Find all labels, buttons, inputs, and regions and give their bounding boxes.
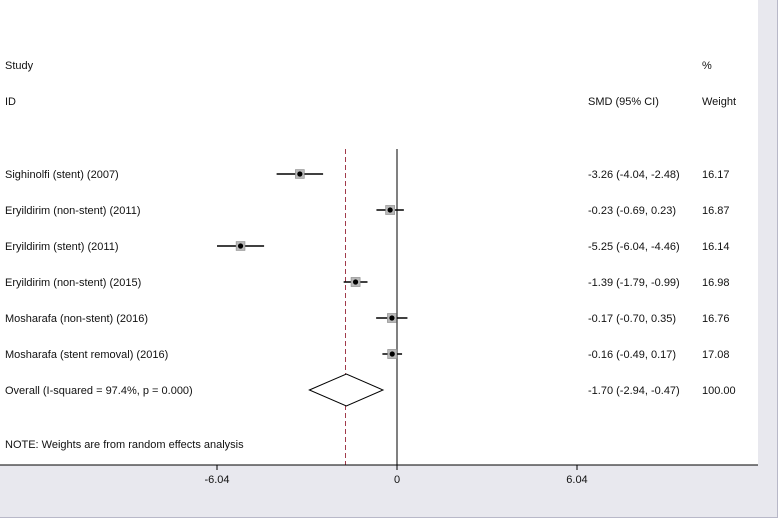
study-weight-text: 17.08 (702, 349, 730, 361)
header-id: ID (5, 96, 16, 108)
study-weight-text: 16.17 (702, 169, 730, 181)
study-ci-text: -0.16 (-0.49, 0.17) (588, 349, 676, 361)
study-point-estimate (237, 243, 244, 249)
study-weight-text: 16.98 (702, 277, 730, 289)
x-axis-ticks: -6.04 0 6.04 (204, 465, 588, 486)
header-weight-percent: % (702, 60, 712, 72)
study-ci-text: -0.17 (-0.70, 0.35) (588, 313, 676, 325)
study-label: Eryildirim (non-stent) (2011) (5, 205, 141, 217)
study-label: Mosharafa (non-stent) (2016) (5, 313, 148, 325)
study-row: Eryildirim (stent) (2011) -5.25 (-6.04, -… (5, 241, 730, 253)
study-row: Sighinolfi (stent) (2007) -3.26 (-4.04, -… (5, 169, 730, 181)
header-weight: Weight (702, 96, 736, 108)
study-point-estimate (352, 279, 359, 285)
overall-row: Overall (I-squared = 97.4%, p = 0.000) -1… (5, 373, 736, 407)
study-weight-text: 16.87 (702, 205, 730, 217)
study-row: Eryildirim (non-stent) (2015) -1.39 (-1.7… (5, 277, 730, 289)
study-weight-text: 16.76 (702, 313, 730, 325)
study-ci-text: -3.26 (-4.04, -2.48) (588, 169, 680, 181)
study-label: Mosharafa (stent removal) (2016) (5, 349, 168, 361)
study-point-estimate (389, 351, 395, 357)
study-ci-text: -1.39 (-1.79, -0.99) (588, 277, 680, 289)
overall-diamond (308, 373, 385, 407)
study-weight-text: 16.14 (702, 241, 730, 253)
study-point-estimate (297, 171, 303, 177)
study-label: Sighinolfi (stent) (2007) (5, 169, 119, 181)
study-point-estimate (389, 315, 395, 321)
overall-ci-text: -1.70 (-2.94, -0.47) (588, 385, 680, 397)
study-rows: Sighinolfi (stent) (2007) -3.26 (-4.04, -… (5, 169, 736, 407)
study-row: Mosharafa (non-stent) (2016) -0.17 (-0.70… (5, 313, 730, 325)
study-label: Eryildirim (non-stent) (2015) (5, 277, 141, 289)
x-tick-label: 0 (394, 474, 400, 486)
x-tick-label: -6.04 (204, 474, 229, 486)
study-ci-text: -5.25 (-6.04, -4.46) (588, 241, 680, 253)
overall-label: Overall (I-squared = 97.4%, p = 0.000) (5, 385, 193, 397)
study-label: Eryildirim (stent) (2011) (5, 241, 119, 253)
x-tick-label: 6.04 (566, 474, 587, 486)
header-effect: SMD (95% CI) (588, 96, 659, 108)
study-row: Mosharafa (stent removal) (2016) -0.16 (-… (5, 349, 730, 361)
study-ci-text: -0.23 (-0.69, 0.23) (588, 205, 676, 217)
overall-weight-text: 100.00 (702, 385, 736, 397)
plot-background (0, 0, 758, 465)
weights-note: NOTE: Weights are from random effects an… (5, 439, 244, 451)
header-study: Study (5, 60, 34, 72)
study-row: Eryildirim (non-stent) (2011) -0.23 (-0.6… (5, 205, 730, 217)
study-point-estimate (387, 207, 393, 213)
